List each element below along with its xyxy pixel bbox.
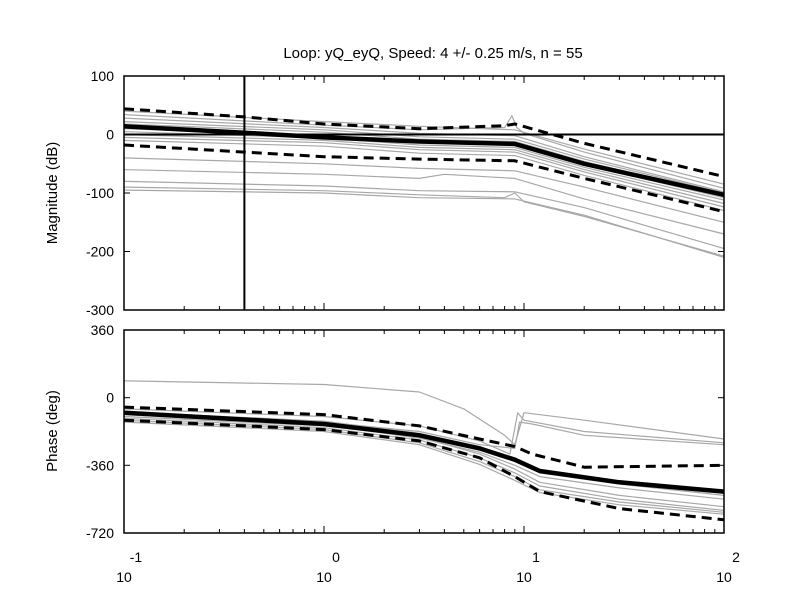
- x-tick-label-base: 10: [716, 569, 732, 585]
- magnitude-panel: 100 0 -100 -200 -300 Magnitude (dB): [44, 68, 725, 318]
- magnitude-plot-area: [124, 76, 724, 310]
- magnitude-sample-line-11: [123, 157, 725, 223]
- phase-sample-line-5: [123, 417, 725, 511]
- phase-y-ticks: 360 0 -360 -720: [86, 322, 725, 541]
- phase-axes-frame: [123, 329, 725, 534]
- magnitude-sample-line-8: [123, 133, 725, 205]
- magnitude-y-ticks: 100 0 -100 -200 -300: [86, 68, 725, 318]
- x-tick-label-exponent: -1: [130, 549, 143, 565]
- x-tick-label-exponent: 1: [532, 549, 540, 565]
- magnitude-y-tick-label: 100: [91, 68, 115, 84]
- x-tick-label-exponent: 0: [332, 549, 340, 565]
- phase-y-axis-label: Phase (deg): [44, 390, 61, 472]
- phase-upper-bound-line: [123, 405, 725, 469]
- magnitude-sample-line-14: [123, 186, 725, 257]
- phase-y-tick-label: 360: [91, 322, 115, 338]
- magnitude-y-tick-label: -100: [86, 185, 114, 201]
- phase-y-tick-label: -360: [86, 457, 114, 473]
- magnitude-y-tick-label: 0: [106, 127, 114, 143]
- magnitude-y-axis-label: Magnitude (dB): [44, 142, 61, 245]
- magnitude-y-tick-label: -300: [86, 302, 114, 318]
- x-tick-label-base: 10: [116, 569, 132, 585]
- magnitude-reference-lines: [124, 76, 724, 310]
- x-tick-label-base: 10: [516, 569, 532, 585]
- magnitude-sample-line-4: [123, 121, 725, 194]
- phase-mean-line: [123, 410, 725, 494]
- magnitude-upper-bound-line: [123, 107, 725, 179]
- phase-sample-line-7: [123, 421, 725, 515]
- phase-y-tick-label: -720: [86, 525, 114, 541]
- magnitude-sample-line-12: [123, 169, 725, 235]
- phase-series-group: [123, 380, 725, 522]
- phase-y-tick-label: 0: [106, 390, 114, 406]
- magnitude-y-tick-label: -200: [86, 244, 114, 260]
- x-tick-label-exponent: 2: [732, 549, 740, 565]
- magnitude-sample-line-15: [123, 189, 725, 258]
- magnitude-sample-line-9: [123, 136, 725, 208]
- magnitude-sample-line-13: [123, 180, 725, 250]
- phase-lower-bound-line: [123, 418, 725, 522]
- x-tick-label-base: 10: [316, 569, 332, 585]
- phase-sample-line-1: [123, 380, 725, 446]
- phase-plot-area: [124, 330, 724, 533]
- phase-panel: 360 0 -360 -720 Phase (deg): [44, 322, 725, 541]
- chart-title: Loop: yQ_eyQ, Speed: 4 +/- 0.25 m/s, n =…: [283, 45, 582, 62]
- magnitude-sample-line-10: [123, 139, 725, 212]
